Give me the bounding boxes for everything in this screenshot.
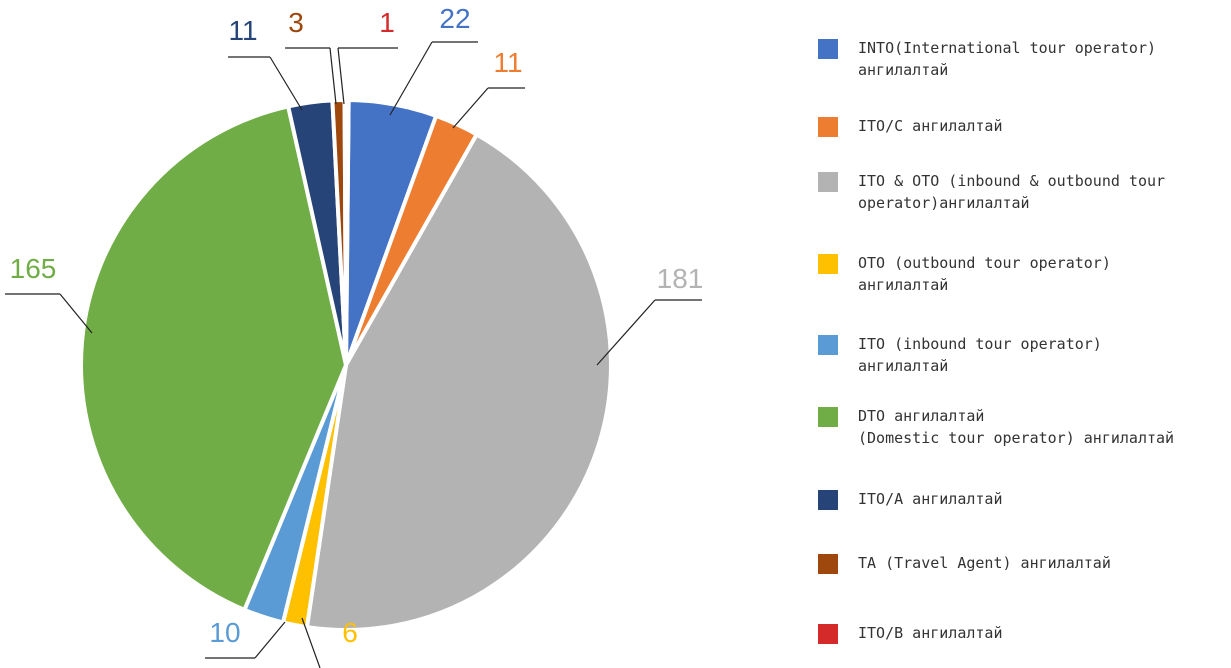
leader-line	[389, 41, 433, 116]
legend-label: ITO/A ангилалтай	[858, 490, 1003, 508]
leader-line	[596, 299, 656, 366]
legend-swatch	[818, 554, 838, 574]
pie-area: 22 11 181 6 10 165 11 3 1	[5, 3, 704, 668]
data-label: 1	[379, 7, 395, 38]
data-label: 3	[288, 7, 304, 38]
legend-swatch	[818, 254, 838, 274]
legend-label: ITO & OTO (inbound & outbound tour opera…	[858, 172, 1166, 212]
data-label: 11	[493, 47, 522, 78]
legend-swatch	[818, 335, 838, 355]
data-label: 165	[10, 253, 57, 284]
leader-line	[337, 47, 345, 105]
leader-line	[329, 47, 337, 105]
leader-line	[59, 293, 93, 334]
pie-slice	[79, 103, 349, 613]
data-label: 181	[657, 263, 704, 294]
pie-slice	[304, 131, 613, 632]
legend-label: ITO (inbound tour operator) ангилалтай	[858, 335, 1102, 375]
leader-line	[301, 617, 321, 668]
legend-item: ITO/B ангилалтай	[818, 622, 1003, 644]
legend-label: INTO(International tour operator) ангила…	[858, 39, 1157, 79]
legend-label: ITO/C ангилалтай	[858, 117, 1003, 135]
legend-swatch	[818, 624, 838, 644]
legend-item: ITO/A ангилалтай	[818, 488, 1003, 510]
legend-label: ITO/B ангилалтай	[858, 624, 1003, 642]
leader-line	[269, 56, 303, 111]
data-label: 22	[439, 3, 470, 34]
legend-item: ITO & OTO (inbound & outbound tour opera…	[818, 170, 1165, 214]
legend-item: ITO (inbound tour operator) ангилалтай	[818, 333, 1102, 377]
legend-label: DTO ангилалтай (Domestic tour operator) …	[858, 407, 1175, 447]
legend-item: OTO (outbound tour operator) ангилалтай	[818, 252, 1111, 296]
legend-swatch	[818, 117, 838, 137]
legend-swatch	[818, 490, 838, 510]
legend-swatch	[818, 407, 838, 427]
leader-line	[452, 87, 489, 129]
data-label: 10	[209, 617, 240, 648]
legend-item: INTO(International tour operator) ангила…	[818, 37, 1156, 81]
legend-swatch	[818, 39, 838, 59]
leader-line	[254, 621, 286, 659]
data-label: 6	[342, 617, 358, 648]
legend-label: TA (Travel Agent) ангилалтай	[858, 554, 1111, 572]
legend-item: DTO ангилалтай (Domestic tour operator) …	[818, 405, 1174, 449]
legend-item: ITO/C ангилалтай	[818, 115, 1003, 137]
legend: INTO(International tour operator) ангила…	[818, 0, 1231, 668]
pie-slice	[342, 98, 351, 366]
legend-item: TA (Travel Agent) ангилалтай	[818, 552, 1111, 574]
data-label: 11	[228, 15, 257, 46]
legend-swatch	[818, 172, 838, 192]
legend-label: OTO (outbound tour operator) ангилалтай	[858, 254, 1111, 294]
